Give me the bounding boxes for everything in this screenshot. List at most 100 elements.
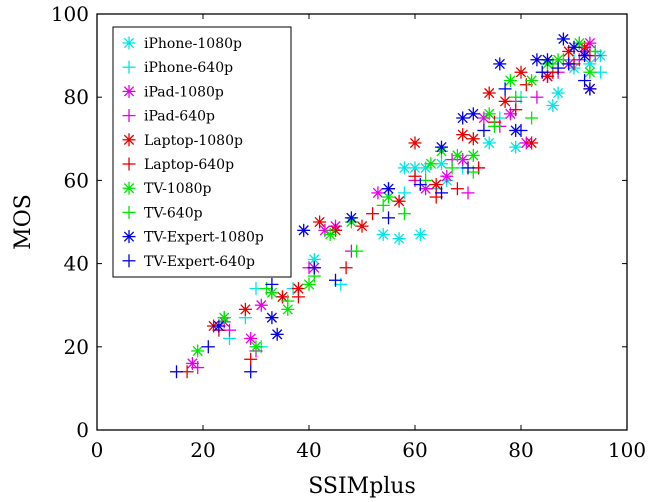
- data-point: [429, 178, 443, 192]
- data-point: [450, 148, 464, 162]
- legend-label: Laptop-1080p: [144, 133, 243, 149]
- legend: iPhone-1080p iPhone-640p iPad-1080p iPad-64…: [112, 26, 292, 278]
- data-point: [350, 244, 364, 258]
- data-point: [530, 90, 544, 104]
- data-point: [493, 57, 507, 71]
- data-point: [238, 302, 252, 316]
- legend-box: [112, 26, 292, 278]
- x-tick-label: 40: [296, 438, 321, 462]
- legend-marker: [122, 84, 136, 98]
- data-point: [413, 227, 427, 241]
- y-tick-label: 20: [64, 335, 89, 359]
- axes-frame: [96, 13, 628, 431]
- x-axis-title: SSIMplus: [308, 474, 416, 499]
- data-point: [551, 61, 565, 75]
- data-point: [578, 49, 592, 63]
- series-TV-Expert-1080p: [212, 32, 597, 341]
- data-point: [562, 57, 576, 71]
- data-point: [392, 194, 406, 208]
- data-point: [551, 86, 565, 100]
- data-point: [376, 227, 390, 241]
- data-point: [450, 182, 464, 196]
- data-point: [392, 232, 406, 246]
- y-axis-title: MOS: [11, 194, 36, 250]
- data-point: [281, 294, 295, 308]
- data-point: [265, 311, 279, 325]
- data-point: [191, 361, 205, 375]
- data-point: [482, 107, 496, 121]
- data-point: [525, 136, 539, 150]
- data-point: [344, 211, 358, 225]
- data-point: [461, 161, 475, 175]
- data-point: [339, 261, 353, 275]
- data-point: [424, 157, 438, 171]
- data-point: [291, 290, 305, 304]
- data-point: [212, 319, 226, 333]
- legend-label: TV-640p: [144, 205, 203, 221]
- data-point: [466, 132, 480, 146]
- data-point: [477, 123, 491, 137]
- data-point: [541, 53, 554, 67]
- data-point: [270, 327, 284, 341]
- data-point: [498, 94, 512, 108]
- data-point: [244, 331, 258, 345]
- data-point: [191, 344, 205, 358]
- data-point: [185, 356, 199, 370]
- data-point: [382, 211, 395, 225]
- data-point: [397, 207, 411, 221]
- data-point: [419, 182, 433, 196]
- data-point: [456, 128, 470, 142]
- data-point: [307, 261, 321, 275]
- data-point: [509, 90, 523, 104]
- data-point: [382, 190, 395, 204]
- data-point: [514, 123, 528, 137]
- legend-label: TV-Expert-640p: [144, 254, 255, 270]
- series-TV-Expert-640p: [170, 57, 592, 379]
- y-tick-label: 100: [51, 2, 89, 26]
- data-point: [525, 111, 539, 125]
- y-tick-label: 40: [64, 252, 89, 276]
- data-point: [244, 352, 258, 366]
- data-point: [371, 186, 385, 200]
- data-point: [397, 186, 411, 200]
- data-point: [408, 136, 422, 150]
- data-point: [546, 99, 560, 113]
- legend-marker: [122, 109, 136, 123]
- data-point: [578, 74, 592, 88]
- data-point: [249, 340, 263, 354]
- data-point: [254, 298, 268, 312]
- legend-label: iPhone-640p: [144, 60, 233, 76]
- data-point: [498, 82, 512, 96]
- x-tick-label: 80: [508, 438, 533, 462]
- data-point: [376, 198, 390, 212]
- legend-marker: [122, 181, 136, 195]
- data-point: [583, 82, 597, 96]
- data-point: [297, 223, 311, 237]
- data-point: [583, 65, 597, 79]
- legend-marker: [122, 254, 136, 268]
- y-tick-label: 0: [76, 418, 89, 442]
- data-point: [291, 282, 305, 296]
- legend-label: TV-1080p: [144, 181, 212, 197]
- data-point: [313, 215, 327, 229]
- data-point: [302, 277, 316, 291]
- legend-marker: [122, 60, 136, 74]
- data-point: [588, 44, 602, 58]
- legend-label: Laptop-640p: [144, 157, 234, 173]
- y-tick-label: 60: [64, 168, 89, 192]
- data-point: [435, 140, 448, 154]
- data-point: [323, 227, 337, 241]
- data-point: [488, 119, 501, 133]
- data-point: [509, 140, 523, 154]
- legend-label: iPad-640p: [144, 109, 215, 125]
- data-point: [514, 65, 528, 79]
- data-point: [435, 186, 448, 200]
- legend-marker: [122, 36, 136, 50]
- data-point: [567, 40, 581, 54]
- data-point: [366, 207, 380, 221]
- data-point: [440, 169, 454, 183]
- y-tick-label: 80: [64, 85, 89, 109]
- data-point: [413, 178, 427, 192]
- data-point: [503, 74, 517, 88]
